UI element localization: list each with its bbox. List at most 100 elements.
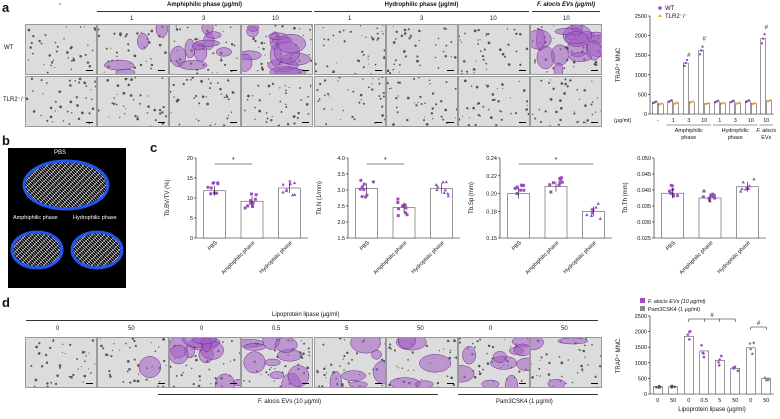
point-0-3-0	[698, 53, 702, 56]
point-0-2-2	[685, 58, 689, 62]
scale-bar	[447, 121, 454, 123]
micrograph-tlr2-2	[169, 76, 241, 127]
y-tick-label-4: 20	[187, 156, 193, 162]
point-1-4	[248, 201, 252, 205]
bar-0	[653, 386, 663, 395]
point-0-3	[669, 183, 673, 187]
bar-wt-3	[698, 50, 704, 115]
x-tick-label-1: Amphiphilic phase	[373, 240, 409, 276]
bar-tlr2-6	[751, 103, 757, 115]
point-0-0-2	[654, 100, 658, 103]
y-tick-label-0: 0	[644, 112, 647, 118]
x-tick-label-2: Hydrophilic phase	[717, 240, 752, 275]
x-tick-label-0: PBS	[207, 240, 219, 252]
y-tick-label-0: 0.025	[637, 236, 651, 242]
point-0-3-2	[701, 45, 704, 48]
point-1-5-0	[735, 102, 739, 105]
x-tick-label-2: 3	[687, 118, 690, 124]
d-dose-3: 0.5	[272, 326, 281, 332]
x-tick-label-1: 1	[672, 118, 675, 124]
scale-bar	[302, 69, 309, 71]
point-0-5	[371, 180, 376, 184]
y-tick-label-3: 1500	[635, 53, 647, 59]
point-0-2-1	[684, 61, 687, 65]
point-0-6	[365, 193, 369, 197]
micrograph-d-3	[241, 337, 313, 388]
a-group-control: -	[59, 2, 61, 8]
point-4-2	[718, 358, 721, 361]
micrograph-d-0	[25, 337, 97, 388]
point-5-3	[733, 365, 737, 369]
micrograph-tlr2-7	[530, 76, 602, 127]
point-1-8	[403, 203, 407, 207]
x-tick-label-3: 0.5	[700, 398, 708, 404]
point-2-8	[284, 189, 289, 193]
point-1-0-0	[658, 103, 661, 106]
bar-tlr2-7	[766, 100, 772, 115]
point-7-2	[766, 377, 770, 381]
point-1-1	[707, 196, 711, 200]
point-0-6	[515, 185, 519, 189]
point-1-7	[702, 189, 706, 193]
point-1-6	[713, 196, 717, 200]
x-tick-label-1: Amphiphilic phase	[679, 240, 715, 276]
point-6-2	[748, 342, 752, 345]
x-tick-label-0: PBS	[359, 240, 371, 252]
point-2-7	[746, 186, 751, 190]
x-tick-label-7: 10	[763, 118, 769, 124]
point-2-4	[284, 187, 289, 191]
micrograph-wt-1	[97, 24, 169, 75]
point-1-0	[404, 211, 408, 215]
point-2-3	[738, 189, 743, 193]
y-tick-label-1: 0.030	[637, 220, 651, 226]
y-tick-label-4: 2000	[635, 330, 647, 336]
point-1-1	[249, 192, 253, 196]
chart-c-bvtv: 0 5 10 15 20 Tb.BV/TV (%) PBS Amphiphilic phase…	[165, 156, 308, 276]
scale-bar	[302, 121, 309, 123]
point-1-8	[711, 192, 715, 196]
point-0-8	[669, 191, 674, 195]
x-tick-label-0: PBS	[665, 240, 677, 252]
a-dose-6: 10	[490, 16, 497, 22]
scale-bar	[591, 121, 598, 123]
y-tick-label-1: 0.18	[486, 209, 497, 215]
sig-marker: *	[555, 157, 558, 164]
x-axis-label: Lipoprotein lipase (μg/ml)	[678, 407, 746, 413]
scale-bar	[230, 121, 237, 123]
bar-wt-1	[667, 100, 673, 115]
scale-bar	[158, 69, 165, 71]
a-dose-2: 3	[202, 16, 206, 22]
micrograph-wt-0	[25, 24, 97, 75]
point-0-7	[206, 185, 210, 189]
point-2-3	[589, 214, 594, 218]
point-2-1	[688, 329, 692, 333]
y-tick-label-3: 1500	[635, 345, 647, 351]
point-1-3	[401, 204, 405, 208]
bar-6	[746, 347, 756, 395]
y-tick-label-1: 2.0	[337, 220, 345, 226]
point-2-7	[281, 182, 285, 186]
bar-2	[684, 336, 694, 395]
point-1-4	[558, 181, 562, 185]
point-1-0	[249, 199, 253, 203]
d-dose-4: 5	[345, 326, 349, 332]
scale-bar	[158, 382, 165, 384]
point-1-3	[548, 183, 552, 187]
bar-0	[661, 192, 684, 239]
x-tick-label-2: 0	[687, 398, 690, 404]
a-group-hydrophilic: Hydrophilic phase (μg/ml)	[384, 2, 459, 8]
scale-bar	[519, 382, 526, 384]
d-dose-7: 50	[561, 326, 568, 332]
panel-label-b: b	[2, 133, 10, 148]
a-dose-3: 10	[272, 16, 279, 22]
scale-bar	[375, 382, 382, 384]
y-tick-label-5: 4.0	[337, 156, 345, 162]
point-5-2	[736, 369, 740, 373]
point-2-7	[590, 209, 594, 213]
point-0-3	[359, 178, 363, 182]
point-0-2	[362, 182, 366, 186]
point-1-4-1	[721, 101, 724, 104]
bar-wt-7	[760, 38, 766, 115]
d-dose-6: 0	[489, 326, 493, 332]
